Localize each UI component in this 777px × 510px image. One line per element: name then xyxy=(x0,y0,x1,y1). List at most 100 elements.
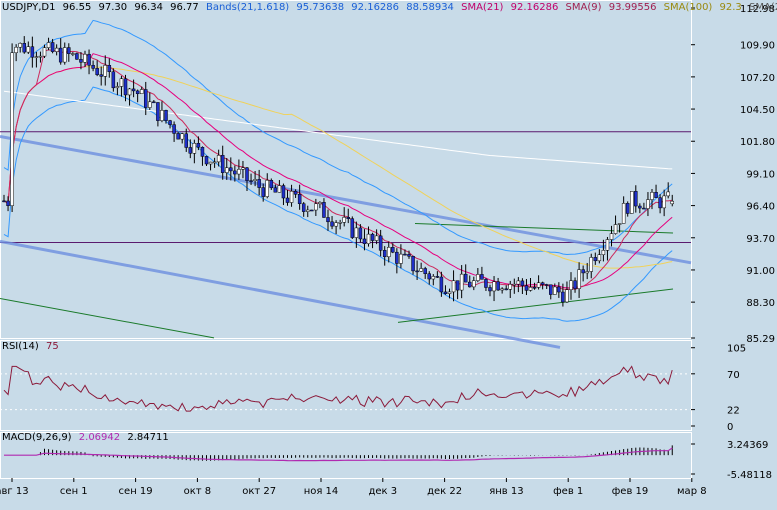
candle-bull xyxy=(399,253,403,264)
rsi-line xyxy=(3,365,673,412)
candle-bear xyxy=(423,268,427,274)
main-panel-frame xyxy=(0,0,692,339)
candle-bear xyxy=(281,185,286,199)
bollinger-lower-line xyxy=(3,86,673,322)
rsi-value: 75 xyxy=(45,341,59,352)
candle-bear xyxy=(415,270,419,273)
candle-bull xyxy=(585,271,589,274)
candle-bull xyxy=(225,167,229,173)
candle-bull xyxy=(666,191,670,197)
y-tick-label: 93.70 xyxy=(746,234,775,245)
rsi-tick-label: 70 xyxy=(727,370,740,381)
x-tick-label: дек 22 xyxy=(427,486,462,497)
x-tick-label: фев 19 xyxy=(612,486,649,497)
symbol-label: USDJPY,D1 xyxy=(2,2,56,13)
candle-bear xyxy=(346,217,350,219)
candle-bull xyxy=(38,55,43,58)
candle-bear xyxy=(30,46,35,58)
candle-bear xyxy=(204,156,209,165)
candle-bear xyxy=(540,282,545,285)
candle-bull xyxy=(528,287,533,291)
bands-middle: 92.16286 xyxy=(351,2,400,13)
y-tick-label: 85.29 xyxy=(746,334,775,345)
candle-bear xyxy=(293,190,298,195)
candle-bear xyxy=(391,247,395,253)
x-tick-label: сен 1 xyxy=(60,486,88,497)
candle-bull xyxy=(472,280,476,288)
candle-bull xyxy=(277,185,282,193)
candle-bull xyxy=(289,190,294,203)
support-line-right xyxy=(397,288,674,323)
candle-bear xyxy=(378,235,383,251)
candle-bear xyxy=(196,143,201,148)
x-tick-label: авг 13 xyxy=(0,486,29,497)
candle-bear xyxy=(273,187,278,193)
x-tick-label: ноя 14 xyxy=(304,486,339,497)
candle-bull xyxy=(650,192,654,200)
candle-bull xyxy=(459,273,464,291)
candle-bull xyxy=(354,227,359,238)
channel-upper-line xyxy=(0,134,692,265)
candle-bear xyxy=(326,217,330,223)
macd-label: MACD(9,26,9) xyxy=(2,432,72,443)
candle-bear xyxy=(463,273,468,283)
candle-bull xyxy=(26,46,31,53)
y-tick-label: 99.10 xyxy=(746,169,775,180)
candle-bull xyxy=(447,291,452,294)
sma200-line xyxy=(3,90,673,170)
candle-bear xyxy=(87,53,91,66)
candle-bull xyxy=(192,143,197,154)
y-tick-label: 101.80 xyxy=(740,137,775,148)
candle-bull xyxy=(42,47,47,57)
candle-bull xyxy=(71,53,75,55)
candle-bear xyxy=(573,280,577,289)
candle-bear xyxy=(455,280,460,291)
candle-bull xyxy=(208,161,213,165)
bands-upper: 95.73638 xyxy=(296,2,345,13)
rsi-header: RSI(14) 75 xyxy=(2,341,59,353)
candle-bull xyxy=(630,191,634,214)
rsi-label: RSI(14) xyxy=(2,341,39,352)
candle-bull xyxy=(306,209,310,212)
candle-bull xyxy=(431,276,436,280)
candle-bull xyxy=(492,281,496,292)
candle-bull xyxy=(569,280,573,290)
x-tick-label: окт 27 xyxy=(242,486,276,497)
candle-bear xyxy=(144,89,148,108)
candle-bear xyxy=(123,78,128,96)
candle-bull xyxy=(237,169,241,175)
candle-bull xyxy=(18,43,22,48)
candle-bull xyxy=(553,286,557,295)
candle-bull xyxy=(318,202,322,205)
candle-bull xyxy=(253,179,257,182)
support-line-left xyxy=(0,298,215,339)
candle-bear xyxy=(257,179,261,188)
candle-bear xyxy=(22,43,26,53)
y-tick-label: 104.50 xyxy=(740,105,775,116)
y-tick-label: 88.30 xyxy=(746,298,775,309)
candle-bear xyxy=(6,200,10,206)
candle-bull xyxy=(265,180,269,197)
bollinger-upper-line xyxy=(3,19,673,256)
candle-bull xyxy=(46,42,51,48)
candle-bear xyxy=(200,146,205,157)
sma21-line xyxy=(3,53,673,289)
sma21-label: SMA(21) xyxy=(461,2,504,13)
candle-bear xyxy=(172,124,176,134)
candle-bear xyxy=(370,233,375,241)
candle-bull xyxy=(577,269,581,289)
x-tick-label: янв 13 xyxy=(489,486,523,497)
candle-bear xyxy=(443,291,448,294)
candle-bull xyxy=(621,203,626,224)
candle-bear xyxy=(468,281,472,288)
candle-bear xyxy=(439,276,444,293)
candle-bear xyxy=(220,155,225,173)
candle-bull xyxy=(212,161,217,164)
candle-bull xyxy=(314,203,318,211)
candle-bear xyxy=(322,202,326,218)
candle-bear xyxy=(520,280,525,286)
x-tick-label: сен 19 xyxy=(119,486,153,497)
bands-lower: 88.58934 xyxy=(406,2,454,13)
candle-bear xyxy=(544,284,549,286)
candle-bull xyxy=(500,288,504,291)
